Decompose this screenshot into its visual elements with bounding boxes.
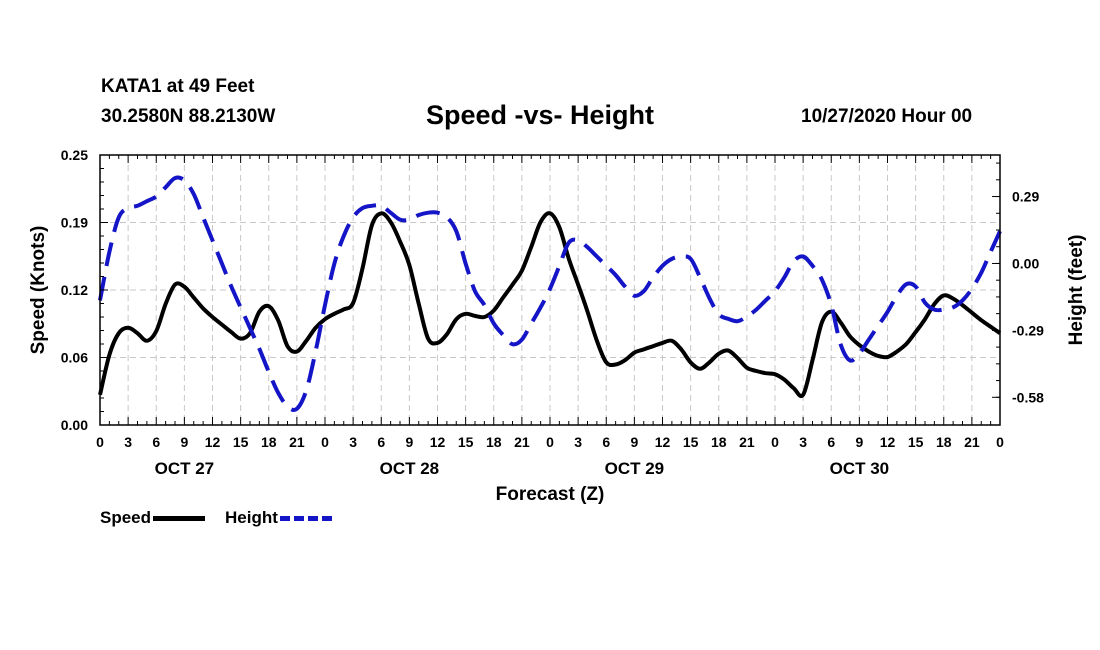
- x-day-label: OCT 27: [155, 459, 215, 478]
- x-tick-label: 21: [964, 434, 980, 450]
- x-tick-label: 3: [124, 434, 132, 450]
- x-tick-label: 18: [261, 434, 277, 450]
- x-tick-label: 0: [96, 434, 104, 450]
- chart-title: Speed -vs- Height: [426, 100, 655, 130]
- y2-tick-label: -0.58: [1012, 389, 1044, 405]
- x-tick-label: 6: [827, 434, 835, 450]
- x-tick-label: 9: [405, 434, 413, 450]
- height-series-line: [98, 175, 1002, 412]
- x-tick-label: 9: [855, 434, 863, 450]
- x-tick-label: 3: [349, 434, 357, 450]
- x-tick-label: 21: [289, 434, 305, 450]
- x-day-label: OCT 30: [830, 459, 890, 478]
- x-day-label: OCT 29: [605, 459, 665, 478]
- x-tick-label: 15: [233, 434, 249, 450]
- x-tick-label: 6: [377, 434, 385, 450]
- y-tick-label: 0.00: [61, 417, 88, 433]
- x-tick-label: 6: [152, 434, 160, 450]
- x-tick-label: 3: [799, 434, 807, 450]
- legend-speed-swatch: [153, 515, 206, 521]
- x-tick-label: 15: [908, 434, 924, 450]
- x-tick-label: 21: [739, 434, 755, 450]
- legend-item-speed: Speed: [100, 508, 206, 528]
- speed-series-line: [98, 211, 1002, 399]
- x-tick-label: 18: [711, 434, 727, 450]
- y-axis-title: Speed (Knots): [28, 226, 49, 355]
- y-tick-label: 0.12: [61, 282, 88, 298]
- x-tick-label: 6: [602, 434, 610, 450]
- x-tick-label: 12: [430, 434, 446, 450]
- x-tick-label: 0: [771, 434, 779, 450]
- y-tick-label: 0.19: [61, 215, 88, 231]
- x-axis-title: Forecast (Z): [496, 484, 605, 505]
- x-tick-label: 12: [880, 434, 896, 450]
- legend-item-height: Height: [225, 508, 332, 528]
- x-tick-label: 9: [630, 434, 638, 450]
- x-tick-label: 0: [321, 434, 329, 450]
- x-tick-label: 15: [458, 434, 474, 450]
- series-layer: [98, 175, 1002, 412]
- y2-tick-label: 0.29: [1012, 189, 1039, 205]
- y2-tick-label: -0.29: [1012, 322, 1044, 338]
- x-tick-label: 12: [205, 434, 221, 450]
- station-label: KATA1 at 49 Feet: [101, 76, 255, 97]
- chart-legend: Speed Height: [100, 508, 352, 528]
- y-tick-label: 0.25: [61, 147, 88, 163]
- x-tick-label: 0: [546, 434, 554, 450]
- x-tick-label: 18: [936, 434, 952, 450]
- x-tick-label: 9: [180, 434, 188, 450]
- forecast-datetime: 10/27/2020 Hour 00: [801, 106, 973, 127]
- x-tick-label: 12: [655, 434, 671, 450]
- y-tick-label: 0.06: [61, 350, 88, 366]
- x-tick-label: 18: [486, 434, 502, 450]
- axes-layer: 0 3 6 9 12 15 18 21 0 3 6 9 12 15 18 21 0 3 6 9 12 15 18 21 0 3 6 9…: [61, 147, 1044, 478]
- y2-tick-label: 0.00: [1012, 255, 1039, 271]
- station-coordinates: 30.2580N 88.2130W: [101, 106, 276, 127]
- x-tick-label: 21: [514, 434, 530, 450]
- legend-height-label: Height: [225, 508, 278, 527]
- legend-height-swatch: [279, 515, 332, 521]
- x-day-label: OCT 28: [380, 459, 440, 478]
- legend-speed-label: Speed: [100, 508, 152, 527]
- x-tick-label: 0: [996, 434, 1004, 450]
- y2-axis-title: Height (feet): [1066, 235, 1087, 346]
- x-tick-label: 15: [683, 434, 699, 450]
- x-tick-label: 3: [574, 434, 582, 450]
